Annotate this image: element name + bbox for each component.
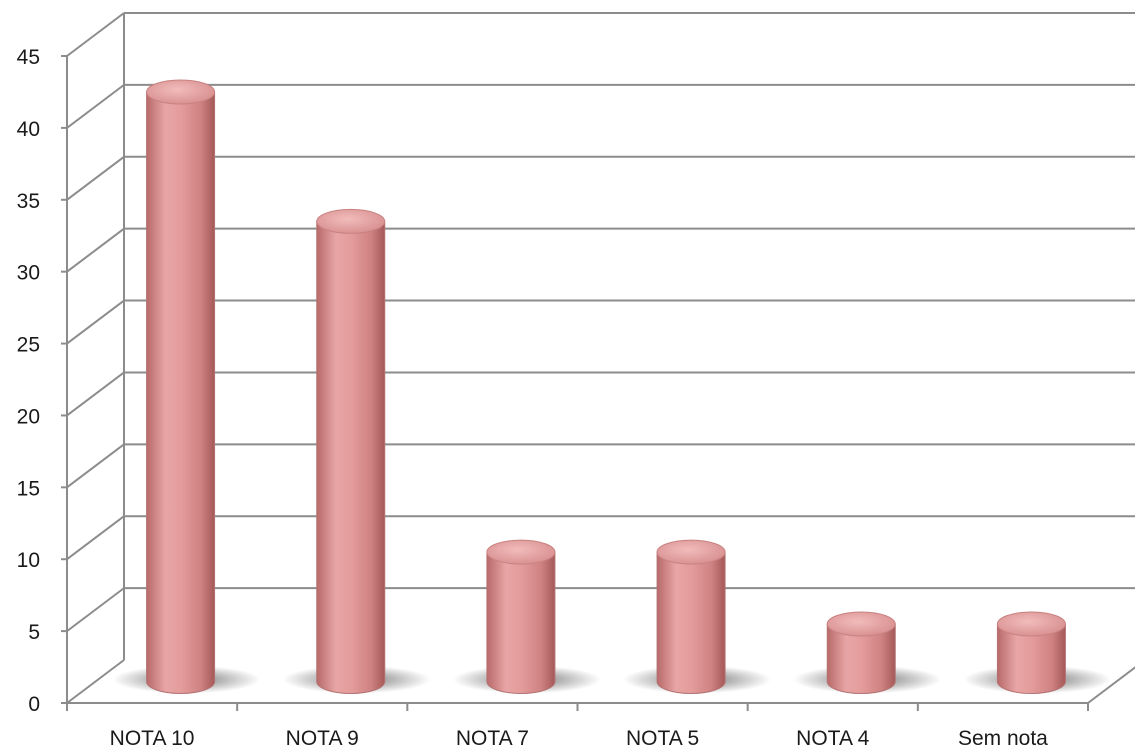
x-tick-label: NOTA 5 [626,727,699,750]
wall-gridline [67,372,124,415]
y-tick-label: 35 [17,190,40,213]
bar-top [487,540,555,564]
x-tick-label: NOTA 4 [796,727,869,750]
y-tick-label: 10 [17,549,40,572]
x-tick-label: NOTA 9 [286,727,359,750]
x-tick-label: NOTA 10 [110,727,195,750]
wall-gridline [67,13,124,56]
gridlines [67,13,1135,703]
bar-body [487,552,555,693]
bar-body [317,221,385,693]
bar [317,209,385,693]
bar-top [997,612,1065,636]
bar-top [827,612,895,636]
y-tick-label: 45 [17,46,40,69]
bar-shadows [113,666,1112,694]
bar [147,80,215,693]
y-tick-label: 5 [28,621,40,644]
wall-gridline [67,229,124,272]
x-tick-labels: NOTA 10 NOTA 9 NOTA 7 NOTA 5 NOTA 4 Sem nota [110,727,1049,750]
y-tick-label: 0 [28,693,40,716]
bar [487,540,555,693]
wall-gridline [67,588,124,631]
bar-top [317,209,385,233]
wall-gridline [67,301,124,344]
bar [827,612,895,694]
wall-gridline [67,157,124,200]
y-tick-label: 25 [17,334,40,357]
x-tick-label: Sem nota [958,727,1048,750]
bar-top [147,80,215,104]
y-tick-label: 20 [17,405,40,428]
bar [657,540,725,693]
bar-body [657,552,725,693]
bar-top [657,540,725,564]
wall-gridline [67,516,124,559]
bar-body [147,92,215,693]
y-tick-label: 40 [17,118,40,141]
y-tick-labels: 0 5 10 15 20 25 30 35 40 45 [17,46,40,716]
bars [147,80,1066,693]
wall-gridline [67,85,124,128]
y-tick-label: 15 [17,477,40,500]
x-tick-label: NOTA 7 [456,727,529,750]
y-tick-label: 30 [17,262,40,285]
wall-gridline [67,444,124,487]
bar [997,612,1065,693]
axes [61,13,1135,711]
